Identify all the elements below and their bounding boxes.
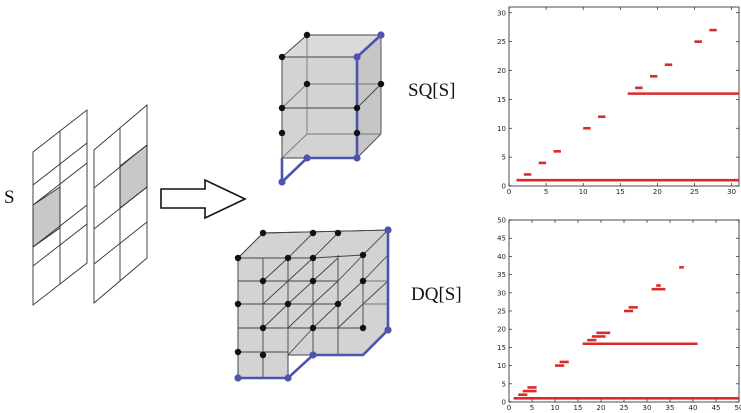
x-tick-label: 25	[690, 188, 699, 196]
y-tick-label: 30	[497, 9, 506, 17]
y-tick-label: 20	[497, 326, 506, 334]
x-tick-label: 5	[544, 188, 548, 196]
s-label: S	[4, 187, 15, 208]
x-tick-label: 0	[507, 404, 511, 412]
y-tick-label: 45	[497, 235, 506, 243]
lattice-outline	[32, 109, 88, 306]
y-tick-label: 0	[502, 399, 506, 407]
x-tick-label: 25	[620, 404, 629, 412]
lattice-outline	[93, 104, 148, 304]
x-tick-label: 50	[735, 404, 741, 412]
sq-interval-chart: 0 5 10 15 20 25 30 0 5 10 15 20 25 30	[497, 6, 740, 196]
x-tick-label: 15	[574, 404, 583, 412]
y-tick-label: 30	[497, 289, 506, 297]
sq-vertices	[278, 31, 385, 137]
y-tick-label: 25	[497, 308, 506, 316]
dq-interval-chart: 0 5 10 15 20 25 30 35 40 45 50 0 5 10 15 20 25 30 35 40 45 50	[497, 217, 741, 413]
x-tick-label: 10	[579, 188, 588, 196]
dq-vertices	[234, 229, 367, 359]
shaded-cell	[120, 145, 147, 208]
y-tick-label: 20	[497, 67, 506, 75]
y-tick-label: 5	[502, 380, 506, 388]
shaded-cell	[33, 187, 60, 247]
y-tick-label: 25	[497, 38, 506, 46]
y-tick-label: 10	[497, 362, 506, 370]
x-tick-label: 30	[727, 188, 736, 196]
y-tick-label: 35	[497, 271, 506, 279]
x-tick-label: 0	[507, 188, 511, 196]
plot-frame	[508, 6, 740, 187]
y-tick-label: 50	[497, 217, 506, 225]
dq-cube	[237, 229, 390, 380]
sq-vertices-highlight	[278, 31, 385, 186]
x-tick-label: 20	[653, 188, 662, 196]
x-tick-label: 30	[643, 404, 652, 412]
x-tick-label: 20	[597, 404, 606, 412]
y-tick-label: 10	[497, 125, 506, 133]
x-tick-label: 45	[712, 404, 721, 412]
lattice-left	[32, 109, 88, 306]
y-tick-label: 40	[497, 253, 506, 261]
sq-cube	[280, 33, 383, 183]
dq-highlight-path	[238, 230, 390, 380]
sq-label: SQ[S]	[408, 80, 456, 101]
x-tick-label: 40	[689, 404, 698, 412]
x-tick-label: 10	[551, 404, 560, 412]
y-tick-label: 5	[502, 154, 506, 162]
dq-vertices-highlight	[234, 226, 392, 382]
x-tick-label: 35	[666, 404, 675, 412]
transform-arrow	[160, 178, 247, 220]
y-tick-label: 15	[497, 96, 506, 104]
lattice-right	[93, 104, 148, 304]
x-tick-label: 5	[530, 404, 534, 412]
x-tick-label: 15	[616, 188, 625, 196]
y-tick-label: 15	[497, 344, 506, 352]
dq-label: DQ[S]	[411, 284, 462, 305]
y-tick-label: 0	[502, 183, 506, 191]
